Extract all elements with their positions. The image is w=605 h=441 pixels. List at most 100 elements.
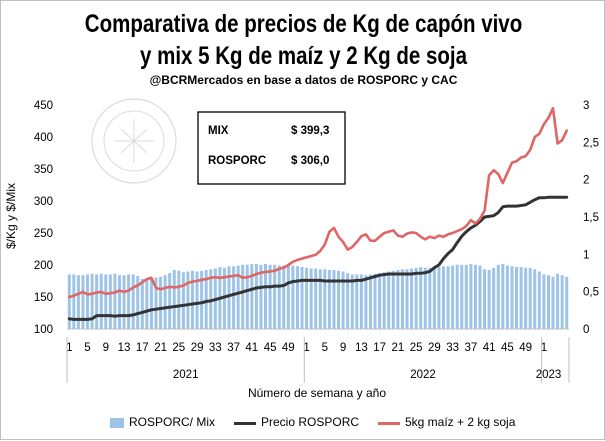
bar <box>154 277 158 329</box>
bar <box>104 274 108 329</box>
x-tick-label: 1 <box>66 342 72 354</box>
x-tick-label: 41 <box>245 342 258 354</box>
bar <box>423 267 427 329</box>
x-tick-label: 37 <box>465 342 478 354</box>
bar <box>95 274 99 329</box>
x-tick-label: 9 <box>340 342 346 354</box>
bar <box>282 265 286 329</box>
legend-label: Precio ROSPORC <box>261 415 360 429</box>
bar <box>519 267 523 329</box>
x-tick-label: 41 <box>483 342 496 354</box>
bar <box>565 276 569 329</box>
x-tick-label: 5 <box>322 342 328 354</box>
bar <box>159 276 163 329</box>
x-tick-label: 13 <box>118 342 131 354</box>
bar <box>131 274 135 329</box>
x-tick-label: 25 <box>172 342 185 354</box>
bar <box>451 265 455 329</box>
bar <box>414 267 418 329</box>
x-tick-label: 1 <box>541 342 547 354</box>
bar <box>273 264 277 329</box>
chart-legend: ROSPORC/ Mix Precio ROSPORC 5kg maíz + 2 k… <box>1 415 605 433</box>
y-left-tick-label: 350 <box>34 164 53 176</box>
bar <box>186 271 190 329</box>
x-tick-label: 33 <box>209 342 222 354</box>
bar <box>181 272 185 329</box>
bar <box>200 270 204 329</box>
bar <box>90 273 94 329</box>
x-tick-label: 9 <box>103 342 109 354</box>
y-left-tick-label: 100 <box>34 324 53 336</box>
bar <box>327 270 331 329</box>
bar <box>524 267 528 329</box>
bar <box>136 275 140 329</box>
legend-label: 5kg maíz + 2 kg soja <box>405 415 516 429</box>
y-left-tick-label: 400 <box>34 132 53 144</box>
bar <box>140 278 144 329</box>
bar <box>455 264 459 329</box>
bar <box>496 264 500 329</box>
bar <box>209 269 213 329</box>
bar <box>127 274 131 329</box>
bar <box>332 270 336 329</box>
bar <box>67 274 71 329</box>
bar <box>469 264 473 329</box>
x-tick-label: 1 <box>303 342 309 354</box>
bar <box>492 267 496 329</box>
chart-title-line-1: Comparativa de precios de Kg de capón vi… <box>84 10 523 38</box>
bar <box>446 266 450 329</box>
bar <box>286 265 290 329</box>
y-left-tick-label: 200 <box>34 260 53 272</box>
bar <box>437 267 441 329</box>
info-box-rosporc-value: $ 306,0 <box>291 155 329 167</box>
bar <box>515 267 519 329</box>
bar <box>391 270 395 329</box>
x-tick-label: 21 <box>154 342 167 354</box>
bar-series-rosporc-mix <box>67 264 569 329</box>
bar <box>314 268 318 329</box>
bar <box>359 274 363 329</box>
bar <box>81 275 85 329</box>
legend-swatch <box>110 418 124 428</box>
info-box-mix-label: MIX <box>208 125 229 137</box>
y-right-tick-label: 3 <box>583 100 589 112</box>
bar <box>227 266 231 329</box>
x-tick-label: 29 <box>428 342 441 354</box>
legend-swatch <box>378 422 400 425</box>
bar <box>337 270 341 329</box>
x-tick-label: 37 <box>227 342 240 354</box>
x-axis-label: Número de semana y año <box>248 386 386 400</box>
x-tick-label: 25 <box>410 342 423 354</box>
year-label: 2022 <box>410 369 436 381</box>
bar <box>510 266 514 329</box>
year-label: 2021 <box>173 369 199 381</box>
bar <box>168 273 172 329</box>
x-tick-label: 33 <box>446 342 459 354</box>
bar <box>99 273 103 329</box>
bar <box>501 264 505 329</box>
line-series-maiz-soja <box>68 106 569 299</box>
bar <box>368 274 372 329</box>
bar <box>190 270 194 329</box>
bar <box>108 274 112 329</box>
bar <box>305 267 309 329</box>
y-right-tick-label: 1 <box>583 249 589 261</box>
bar <box>432 267 436 329</box>
bar <box>428 267 432 329</box>
x-tick-label: 45 <box>264 342 277 354</box>
bar <box>177 270 181 329</box>
y-left-tick-label: 250 <box>34 228 53 240</box>
bar <box>341 271 345 329</box>
year-label: 2023 <box>536 369 562 381</box>
line-series-precio-rosporc <box>67 195 569 321</box>
info-box-rosporc-label: ROSPORC <box>208 155 266 167</box>
bar <box>364 275 368 329</box>
info-box: MIX $ 399,3 ROSPORC $ 306,0 <box>197 111 346 185</box>
bar <box>537 271 541 329</box>
bar <box>551 276 555 329</box>
bar <box>556 273 560 329</box>
bar <box>487 270 491 329</box>
bar <box>172 270 176 329</box>
bar <box>373 273 377 329</box>
